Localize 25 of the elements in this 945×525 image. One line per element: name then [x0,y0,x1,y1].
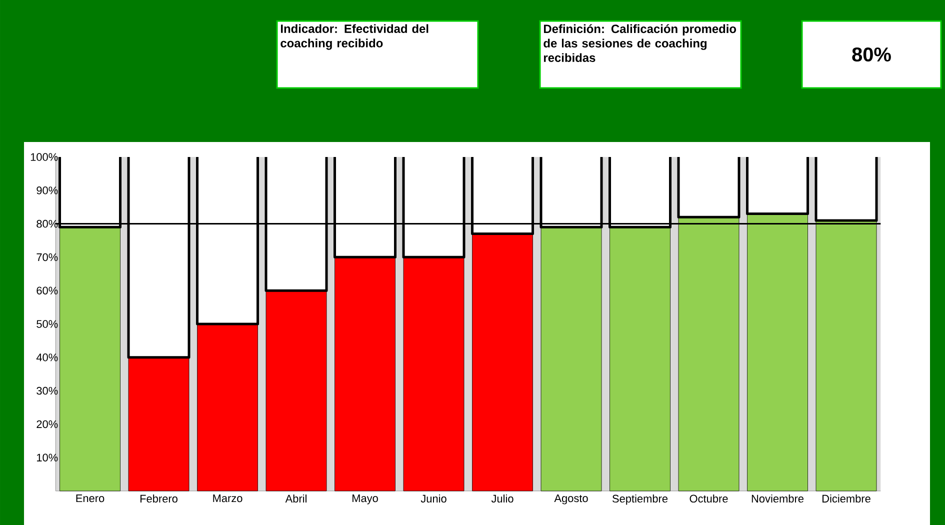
x-tick-label: Mayo [352,494,378,504]
y-tick-label: 70% [36,253,58,262]
text: Indicador: Efectividad del coaching recibido [280,24,428,50]
x-tick-label: Julio [491,494,514,503]
x-tick-label: Febrero [140,494,178,503]
text: Definición: Calificación promedio de las sesiones de coaching recibidas [544,24,736,62]
y-tick-label: 20% [36,420,58,428]
x-tick-label: Noviembre [752,494,804,503]
x-tick-label: Septiembre [612,494,668,505]
x-tick-label: Abril [285,494,306,503]
x-tick-label: Octubre [690,494,728,503]
x-tick-label: Diciembre [822,494,870,503]
y-tick-label: 100% [30,153,58,161]
x-tick-label: Enero [76,494,104,502]
x-tick-label: Junio [420,494,446,503]
text: 80% [852,47,891,62]
y-tick-label: 90% [36,186,58,194]
y-tick-label: 60% [36,286,58,294]
y-tick-label: 50% [36,320,58,328]
y-tick-label: 80% [36,220,58,228]
y-tick-label: 10% [37,454,58,462]
x-tick-label: Agosto [554,494,588,504]
y-tick-label: 40% [36,354,58,362]
y-tick-label: 30% [36,386,58,395]
x-tick-label: Marzo [213,494,242,502]
